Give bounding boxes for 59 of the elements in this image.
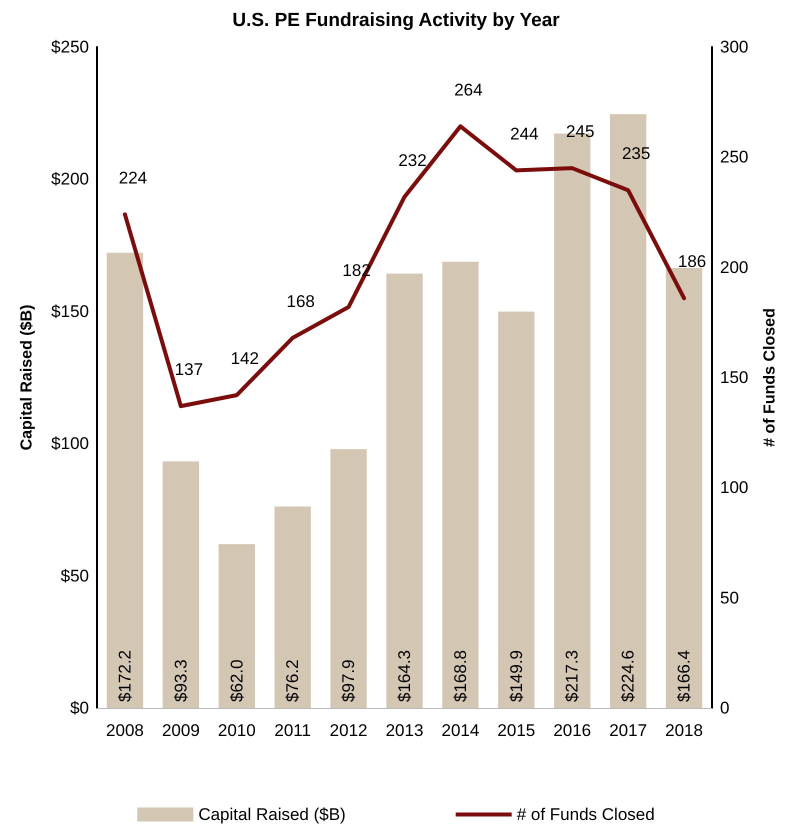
data-label: 264: [454, 80, 483, 100]
data-label: 186: [678, 252, 706, 272]
y2-tick-label: 100: [720, 478, 748, 498]
y2-axis-title: # of Funds Closed: [762, 308, 778, 447]
x-tick-label: 2012: [330, 721, 368, 740]
y2-tick-label: 0: [720, 698, 730, 718]
x-tick-label: 2011: [274, 721, 311, 740]
y-tick-label: $100: [51, 434, 89, 454]
data-label: $166.4: [674, 650, 694, 702]
y-tick-label: $250: [51, 38, 89, 56]
data-label: 235: [622, 144, 650, 164]
data-label: $164.3: [395, 650, 414, 702]
x-tick-label: 2018: [665, 721, 703, 740]
data-label: $62.0: [227, 659, 246, 702]
bar: [442, 262, 479, 708]
bar: [666, 268, 702, 708]
x-tick-label: 2015: [497, 721, 536, 740]
y-tick-label: $150: [51, 302, 89, 321]
bar: [218, 544, 255, 708]
bar: [106, 252, 144, 708]
data-label: $76.2: [283, 659, 302, 702]
y2-tick-label: 50: [720, 588, 739, 608]
bar: [162, 461, 200, 708]
x-tick-label: 2010: [218, 721, 256, 740]
legend-label: Capital Raised ($B): [198, 805, 346, 824]
y-axis-title: Capital Raised ($B): [18, 304, 36, 450]
legend-label: # of Funds Closed: [516, 805, 655, 824]
data-label: 224: [118, 168, 148, 188]
bar: [386, 274, 423, 708]
data-label: 232: [398, 150, 427, 170]
x-tick-label: 2009: [162, 721, 200, 740]
data-label: $217.3: [562, 650, 582, 702]
y2-tick-label: 250: [720, 148, 748, 167]
data-label: 137: [174, 360, 204, 380]
y-tick-label: $0: [70, 698, 89, 718]
data-label: $172.2: [115, 650, 134, 702]
chart-title: U.S. PE Fundraising Activity by Year: [232, 10, 560, 31]
x-tick-label: 2008: [106, 721, 144, 740]
data-label: 168: [286, 292, 315, 311]
data-label: 142: [230, 349, 259, 368]
y-tick-label: $50: [60, 566, 89, 586]
x-tick-label: 2016: [553, 721, 592, 740]
bar: [274, 506, 311, 708]
data-label: $224.6: [618, 650, 638, 702]
data-label: $149.9: [506, 650, 526, 702]
x-tick-label: 2013: [386, 721, 424, 740]
bar: [330, 449, 367, 708]
x-tick-label: 2014: [441, 721, 480, 740]
data-label: $93.3: [171, 659, 190, 702]
y-tick-label: $200: [51, 170, 89, 189]
data-label: $168.8: [450, 650, 470, 702]
data-label: 245: [566, 122, 594, 142]
y2-tick-label: 200: [720, 258, 748, 277]
data-label: 244: [510, 124, 539, 144]
bar: [498, 312, 534, 708]
data-label: $97.9: [339, 659, 358, 702]
y2-tick-label: 300: [720, 38, 748, 56]
x-tick-label: 2017: [609, 721, 648, 740]
y2-tick-label: 150: [720, 368, 748, 387]
